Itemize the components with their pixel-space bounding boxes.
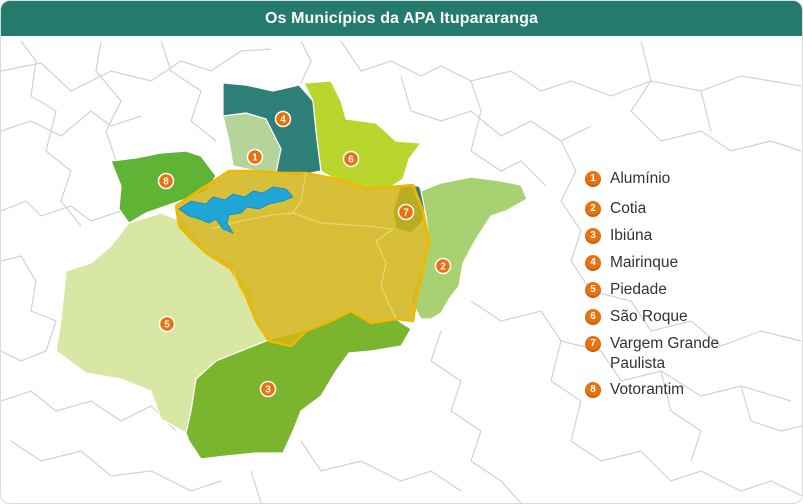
- map-marker-2-label: 2: [440, 262, 446, 273]
- region-sao-roque[interactable]: [303, 80, 422, 188]
- itupararanga-reservoir: [178, 186, 294, 234]
- map-marker-7-label: 7: [403, 208, 409, 219]
- map-marker-4[interactable]: 4: [274, 110, 292, 128]
- legend-item-vargem-grande-paulista[interactable]: 7 Vargem Grande Paulista: [585, 334, 750, 374]
- apa-itupararanga-area: [174, 169, 431, 348]
- map-marker-5[interactable]: 5: [158, 315, 176, 333]
- map-marker-5-label: 5: [164, 320, 170, 331]
- legend-item-mairinque[interactable]: 4 Mairinque: [585, 253, 750, 273]
- map-marker-1[interactable]: 1: [246, 148, 264, 166]
- map-marker-3[interactable]: 3: [259, 380, 277, 398]
- map-marker-4-label: 4: [280, 115, 286, 126]
- legend-number-badge: 5: [585, 282, 601, 298]
- municipalities-map: 1 2 3 4 5 6 7: [1, 40, 802, 503]
- legend-item-cotia[interactable]: 2 Cotia: [585, 199, 750, 219]
- legend-number-badge: 7: [585, 336, 601, 352]
- legend-label: Mairinque: [610, 254, 679, 271]
- legend-label: Votorantim: [610, 381, 685, 398]
- legend-item-sao-roque[interactable]: 6 São Roque: [585, 307, 750, 327]
- legend-label: Piedade: [610, 281, 667, 298]
- map-marker-8[interactable]: 8: [157, 172, 175, 190]
- map-title: Os Municípios da APA Itupararanga: [1, 1, 802, 36]
- legend-number-badge: 4: [585, 255, 601, 271]
- map-marker-2[interactable]: 2: [434, 257, 452, 275]
- legend-number-badge: 2: [585, 201, 601, 217]
- legend-label: Vargem Grande Paulista: [610, 335, 720, 372]
- legend-number-badge: 3: [585, 228, 601, 244]
- map-marker-8-label: 8: [163, 177, 169, 188]
- map-marker-3-label: 3: [265, 385, 271, 396]
- legend-number-badge: 6: [585, 309, 601, 325]
- legend-label: Cotia: [610, 200, 647, 217]
- legend-item-piedade[interactable]: 5 Piedade: [585, 280, 750, 300]
- map-markers: 1 2 3 4 5 6 7: [157, 110, 452, 398]
- legend-item-ibiuna[interactable]: 3 Ibiúna: [585, 226, 750, 246]
- legend-item-votorantim[interactable]: 8 Votorantim: [585, 380, 750, 400]
- legend-number-badge: 1: [585, 171, 601, 187]
- apa-internal-boundaries: [210, 172, 397, 320]
- map-marker-6[interactable]: 6: [342, 150, 360, 168]
- legend-label: Alumínio: [610, 170, 671, 187]
- legend-label: São Roque: [610, 308, 688, 325]
- legend-number-badge: 8: [585, 382, 601, 398]
- map-marker-1-label: 1: [252, 153, 258, 164]
- map-marker-7[interactable]: 7: [397, 203, 415, 221]
- legend-label: Ibiúna: [610, 227, 653, 244]
- map-marker-6-label: 6: [348, 155, 354, 166]
- legend-item-aluminio[interactable]: 1 Alumínio: [585, 169, 750, 189]
- background-boundaries: [1, 40, 802, 503]
